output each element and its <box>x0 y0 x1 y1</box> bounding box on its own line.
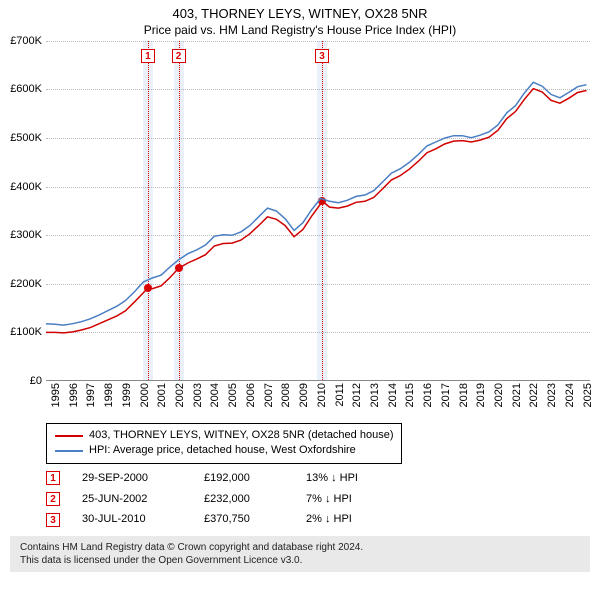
sales-row: 3 30-JUL-2010 £370,750 2% ↓ HPI <box>46 509 600 530</box>
x-tick-label: 2009 <box>298 383 310 407</box>
x-tick-label: 1998 <box>103 383 115 407</box>
title-line1: 403, THORNEY LEYS, WITNEY, OX28 5NR <box>0 0 600 23</box>
y-tick-label: £200K <box>2 278 42 290</box>
x-tick-label: 2000 <box>139 383 151 407</box>
x-tick-label: 2005 <box>227 383 239 407</box>
x-tick-label: 2010 <box>316 383 328 407</box>
legend-row: HPI: Average price, detached house, West… <box>55 443 393 458</box>
x-tick-label: 1996 <box>68 383 80 407</box>
sales-row-marker: 1 <box>46 471 60 485</box>
x-tick-label: 2016 <box>422 383 434 407</box>
sales-table: 1 29-SEP-2000 £192,000 13% ↓ HPI 2 25-JUN-200… <box>46 468 600 531</box>
x-tick-label: 2001 <box>156 383 168 407</box>
x-tick-label: 2025 <box>582 383 594 407</box>
footer-line2: This data is licensed under the Open Gov… <box>20 554 580 567</box>
legend-label: HPI: Average price, detached house, West… <box>89 443 356 458</box>
sales-row-price: £192,000 <box>204 468 284 489</box>
title-line2: Price paid vs. HM Land Registry's House … <box>0 23 600 41</box>
x-tick-label: 2007 <box>263 383 275 407</box>
legend-label: 403, THORNEY LEYS, WITNEY, OX28 5NR (det… <box>89 428 393 443</box>
x-tick-label: 1999 <box>121 383 133 407</box>
x-tick-label: 2003 <box>192 383 204 407</box>
x-tick-label: 2022 <box>528 383 540 407</box>
page: 403, THORNEY LEYS, WITNEY, OX28 5NR Pric… <box>0 0 600 590</box>
x-tick-label: 2018 <box>458 383 470 407</box>
y-tick-label: £0 <box>2 375 42 387</box>
sales-row-date: 30-JUL-2010 <box>82 509 182 530</box>
x-tick-label: 2019 <box>475 383 487 407</box>
legend-swatch <box>55 450 83 452</box>
y-tick-label: £400K <box>2 181 42 193</box>
sales-row-date: 29-SEP-2000 <box>82 468 182 489</box>
sales-row-marker: 2 <box>46 492 60 506</box>
x-tick-label: 2021 <box>511 383 523 407</box>
series-property <box>46 88 587 332</box>
y-tick-label: £300K <box>2 229 42 241</box>
sales-row-price: £232,000 <box>204 489 284 510</box>
sales-row-diff: 13% ↓ HPI <box>306 468 396 489</box>
x-tick-label: 2023 <box>546 383 558 407</box>
x-tick-label: 2020 <box>493 383 505 407</box>
sales-row: 2 25-JUN-2002 £232,000 7% ↓ HPI <box>46 489 600 510</box>
y-tick-label: £500K <box>2 132 42 144</box>
sales-row-price: £370,750 <box>204 509 284 530</box>
sales-row: 1 29-SEP-2000 £192,000 13% ↓ HPI <box>46 468 600 489</box>
x-tick-label: 1997 <box>85 383 97 407</box>
x-tick-label: 2017 <box>440 383 452 407</box>
x-tick-label: 2008 <box>280 383 292 407</box>
x-tick-label: 2014 <box>387 383 399 407</box>
x-tick-label: 2013 <box>369 383 381 407</box>
legend: 403, THORNEY LEYS, WITNEY, OX28 5NR (det… <box>46 423 402 464</box>
legend-swatch <box>55 435 83 437</box>
series-hpi <box>46 82 587 325</box>
x-tick-label: 2012 <box>351 383 363 407</box>
legend-row: 403, THORNEY LEYS, WITNEY, OX28 5NR (det… <box>55 428 393 443</box>
x-tick-label: 2006 <box>245 383 257 407</box>
y-tick-label: £700K <box>2 35 42 47</box>
x-tick-label: 2004 <box>209 383 221 407</box>
y-tick-label: £600K <box>2 83 42 95</box>
x-axis: 1995 1996 1997 1998 1999 2000 2001 2002 2003 2004… <box>46 381 590 417</box>
footer: Contains HM Land Registry data © Crown c… <box>10 536 590 572</box>
x-tick-label: 2011 <box>334 383 346 407</box>
sales-row-diff: 2% ↓ HPI <box>306 509 396 530</box>
x-tick-label: 2015 <box>404 383 416 407</box>
x-tick-label: 2024 <box>564 383 576 407</box>
sales-row-diff: 7% ↓ HPI <box>306 489 396 510</box>
sales-row-marker: 3 <box>46 513 60 527</box>
chart: £0£100K£200K£300K£400K£500K£600K£700K123 <box>46 41 590 381</box>
y-tick-label: £100K <box>2 326 42 338</box>
x-tick-label: 1995 <box>50 383 62 407</box>
footer-line1: Contains HM Land Registry data © Crown c… <box>20 541 580 554</box>
sales-row-date: 25-JUN-2002 <box>82 489 182 510</box>
x-tick-label: 2002 <box>174 383 186 407</box>
